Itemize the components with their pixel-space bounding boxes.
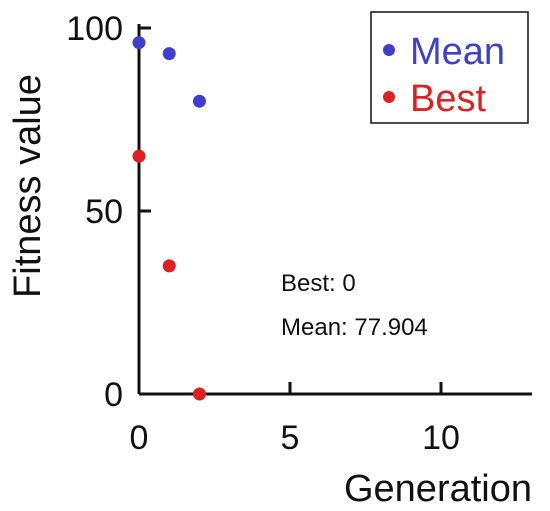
annotation-best: Best: 0	[281, 270, 356, 297]
x-tick-label-10: 10	[422, 419, 460, 457]
x-tick-label-0: 0	[130, 419, 149, 457]
mean-point-0	[132, 36, 146, 50]
y-tick-label-50: 50	[85, 193, 123, 231]
legend-best-marker	[383, 91, 395, 103]
x-tick-label-5: 5	[281, 419, 300, 457]
best-point-2	[192, 387, 206, 401]
mean-point-2	[192, 94, 206, 108]
legend-mean-marker	[383, 44, 395, 56]
x-axis-title: Generation	[344, 468, 532, 510]
y-tick-label-100: 100	[66, 10, 123, 48]
mean-point-1	[162, 47, 176, 61]
data-points	[132, 36, 206, 401]
best-point-0	[132, 149, 146, 163]
y-tick-label-0: 0	[104, 376, 123, 414]
legend-box	[370, 11, 529, 124]
annotation-mean: Mean: 77.904	[281, 314, 428, 341]
legend-best-label: Best	[410, 78, 486, 120]
legend-mean-label: Mean	[410, 31, 505, 73]
best-point-1	[162, 259, 176, 273]
y-axis-title: Fitness value	[7, 74, 49, 298]
